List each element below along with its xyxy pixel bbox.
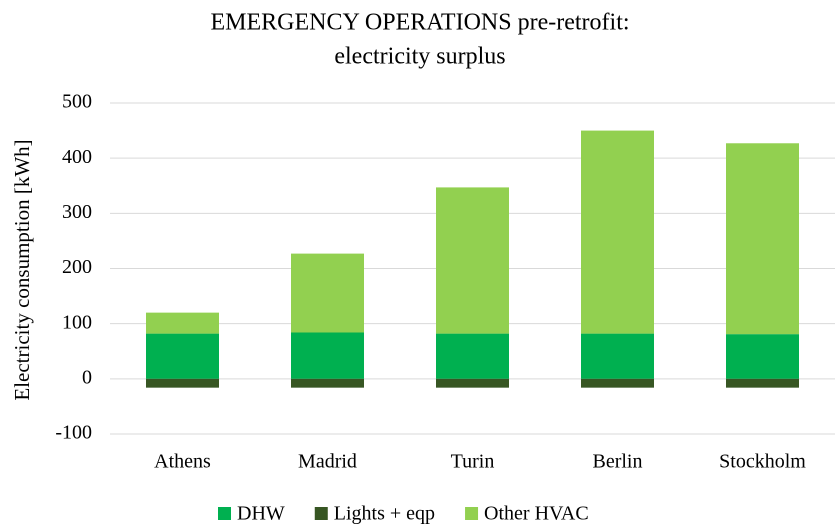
legend-swatch (465, 507, 479, 520)
bar (146, 333, 219, 379)
chart-title: electricity surplus (334, 44, 505, 70)
chart-title: EMERGENCY OPERATIONS pre-retrofit: (210, 10, 629, 36)
legend-label: Lights + eqp (334, 503, 435, 525)
bar (726, 334, 799, 379)
bar (581, 378, 654, 388)
bar (291, 378, 364, 388)
x-tick-label: Athens (154, 451, 211, 473)
y-axis-label: Electricity consumption [kWh] (10, 139, 34, 400)
bar (291, 253, 364, 333)
bar (726, 378, 799, 388)
bar (436, 187, 509, 334)
y-tick-label: 400 (62, 146, 92, 168)
legend-label: DHW (237, 503, 285, 525)
y-tick-label: 300 (62, 201, 92, 223)
bar (146, 312, 219, 334)
bar (581, 130, 654, 334)
bar (291, 332, 364, 379)
x-tick-label: Berlin (593, 451, 643, 473)
x-tick-label: Stockholm (719, 451, 806, 473)
legend-swatch (314, 507, 328, 520)
x-tick-label: Madrid (298, 451, 357, 473)
bar (436, 333, 509, 379)
bar (726, 143, 799, 335)
y-tick-label: 500 (62, 91, 92, 113)
legend-label: Other HVAC (484, 503, 589, 525)
legend-swatch (218, 507, 231, 520)
bar (581, 333, 654, 379)
y-tick-label: 0 (82, 366, 92, 388)
y-tick-label: 200 (62, 256, 92, 278)
bar (146, 378, 219, 388)
y-tick-label: 100 (62, 311, 92, 333)
x-tick-label: Turin (451, 451, 495, 473)
bar (436, 378, 509, 388)
y-tick-label: -100 (55, 422, 92, 444)
